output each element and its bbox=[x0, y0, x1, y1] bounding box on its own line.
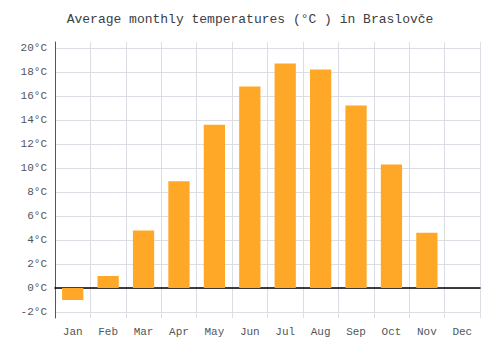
svg-text:May: May bbox=[204, 326, 224, 338]
svg-text:Nov: Nov bbox=[417, 326, 437, 338]
svg-text:Sep: Sep bbox=[346, 326, 366, 338]
svg-text:-2°C: -2°C bbox=[21, 306, 48, 318]
svg-text:0°C: 0°C bbox=[27, 282, 47, 294]
svg-text:Jun: Jun bbox=[240, 326, 260, 338]
svg-text:8°C: 8°C bbox=[27, 186, 47, 198]
svg-text:4°C: 4°C bbox=[27, 234, 47, 246]
svg-text:Apr: Apr bbox=[169, 326, 189, 338]
svg-text:16°C: 16°C bbox=[21, 90, 48, 102]
svg-text:Dec: Dec bbox=[452, 326, 472, 338]
svg-text:20°C: 20°C bbox=[21, 42, 48, 54]
svg-text:Mar: Mar bbox=[134, 326, 154, 338]
svg-text:2°C: 2°C bbox=[27, 258, 47, 270]
svg-text:Jan: Jan bbox=[63, 326, 83, 338]
svg-text:Average monthly temperatures (: Average monthly temperatures (°C ) in Br… bbox=[67, 12, 434, 27]
svg-text:Jul: Jul bbox=[275, 326, 295, 338]
svg-text:10°C: 10°C bbox=[21, 162, 48, 174]
svg-text:Oct: Oct bbox=[382, 326, 402, 338]
svg-text:Aug: Aug bbox=[311, 326, 331, 338]
svg-text:6°C: 6°C bbox=[27, 210, 47, 222]
svg-text:14°C: 14°C bbox=[21, 114, 48, 126]
svg-text:Feb: Feb bbox=[98, 326, 118, 338]
svg-text:12°C: 12°C bbox=[21, 138, 48, 150]
svg-text:18°C: 18°C bbox=[21, 66, 48, 78]
